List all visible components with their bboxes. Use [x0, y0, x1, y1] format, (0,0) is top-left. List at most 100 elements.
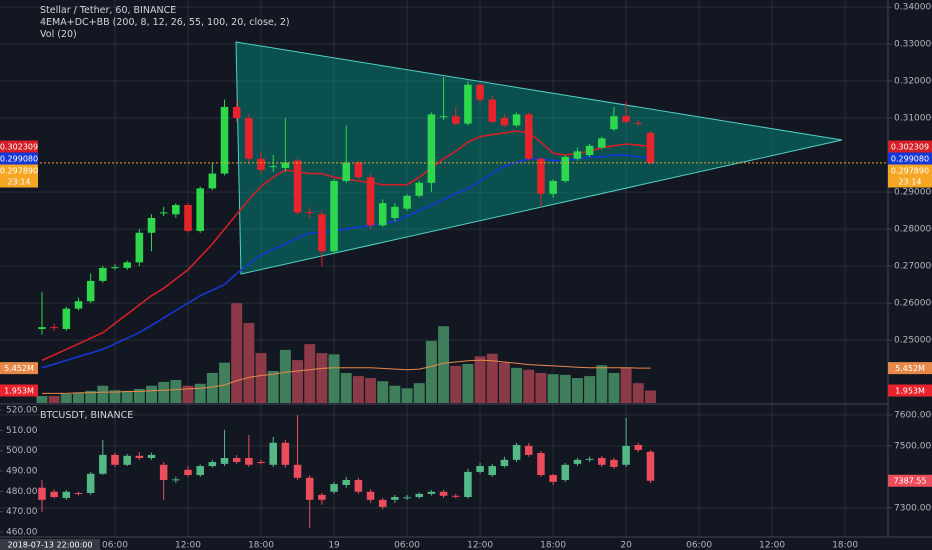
- candle-body: [99, 267, 107, 281]
- candle-body: [598, 138, 606, 148]
- candle-body: [281, 442, 290, 465]
- candle-body: [196, 188, 204, 231]
- candle-body: [561, 156, 570, 181]
- x-tick-label: 18:00: [832, 541, 858, 550]
- candle-body: [378, 499, 387, 507]
- candle-body: [561, 464, 570, 480]
- x-tick-label: 12:00: [467, 541, 493, 550]
- y-tick-label: 460.00: [6, 527, 38, 537]
- candle-body: [439, 116, 448, 118]
- price-label-box: [888, 140, 932, 153]
- candle-body: [135, 455, 144, 458]
- candle-body: [476, 466, 484, 472]
- volume-bar: [462, 363, 474, 403]
- candle-body: [38, 327, 46, 329]
- volume-bar: [389, 385, 401, 403]
- candle-body: [427, 491, 436, 494]
- candle-body: [86, 280, 95, 302]
- volume-bar: [559, 374, 571, 403]
- x-tick-label: 06:00: [102, 541, 128, 550]
- volume-label: 1.953M: [4, 387, 34, 396]
- y-tick-label: 510.00: [6, 426, 38, 436]
- volume-bar: [109, 390, 121, 403]
- candle-body: [74, 493, 83, 494]
- x-tick-label: 12:00: [759, 541, 785, 550]
- volume-bar: [584, 376, 596, 403]
- candle-body: [512, 114, 521, 126]
- candle-body: [257, 462, 265, 464]
- candle-body: [123, 455, 131, 465]
- candle-body: [172, 205, 180, 215]
- x-tick-label: 20: [620, 541, 632, 550]
- chart-title: Stellar / Tether, 60, BINANCE: [40, 5, 176, 16]
- candle-body: [74, 301, 83, 309]
- candle-body: [451, 116, 460, 124]
- candle-body: [269, 166, 277, 168]
- volume-bar: [401, 388, 413, 403]
- candle-body: [184, 469, 192, 476]
- candle-body: [318, 494, 326, 500]
- volume-bar: [36, 395, 48, 403]
- candle-body: [646, 451, 655, 481]
- volume-label-box: [0, 384, 38, 397]
- volume-bar: [60, 394, 72, 403]
- volume-bar: [425, 340, 437, 403]
- candle-body: [245, 118, 253, 159]
- candle-body: [464, 84, 472, 124]
- y-tick-label: 520.00: [6, 406, 38, 416]
- countdown-label-box: [0, 175, 38, 188]
- candle-body: [378, 203, 387, 226]
- candle-body: [415, 182, 424, 196]
- volume-bar: [292, 360, 304, 403]
- volume-bar: [48, 395, 60, 403]
- x-tick-label: 06:00: [394, 541, 420, 550]
- candle-body: [220, 106, 229, 174]
- countdown-label: 23:14: [7, 178, 30, 187]
- volume-bar: [523, 369, 535, 403]
- candle-body: [537, 453, 545, 476]
- candle-body: [196, 466, 204, 476]
- volume-bar: [498, 362, 510, 403]
- volume-bar: [596, 365, 608, 403]
- candle-body: [184, 205, 192, 231]
- candle-body: [646, 132, 655, 163]
- candle-body: [50, 491, 58, 498]
- candle-body: [281, 162, 290, 169]
- volume-bar: [620, 367, 632, 403]
- volume-bar: [170, 379, 182, 403]
- cursor-label: 2018-07-13 22:00:00: [8, 541, 93, 550]
- y-tick-label: 480.00: [6, 487, 38, 497]
- countdown-label: 23:14: [898, 178, 921, 187]
- price-label-box: [888, 164, 932, 177]
- candle-body: [354, 162, 363, 178]
- x-tick-label: 18:00: [540, 541, 566, 550]
- volume-label-box: [0, 362, 38, 375]
- candle-body: [305, 212, 314, 214]
- candle-body: [585, 145, 594, 156]
- volume-bar: [328, 354, 340, 403]
- candle-body: [537, 158, 545, 194]
- indicator-label: 4EMA+DC+BB (200, 8, 12, 26, 55, 100, 20,…: [40, 17, 290, 28]
- candle-body: [573, 459, 582, 464]
- marks: [0, 77, 888, 529]
- last-price-label: 7387.55: [893, 477, 926, 486]
- price-label: 0.302309: [891, 143, 929, 152]
- x-tick-label: 19: [328, 541, 340, 550]
- last-price-label-box: [888, 474, 932, 487]
- candle-body: [549, 475, 557, 482]
- volume-bar: [85, 390, 97, 403]
- x-tick-label: 18:00: [248, 541, 274, 550]
- candle-body: [245, 457, 253, 465]
- volume-ma-line: [42, 359, 651, 394]
- candle-body: [62, 491, 71, 498]
- candle-body: [500, 459, 509, 467]
- volume-bar: [377, 381, 389, 403]
- volume-bar: [511, 367, 523, 403]
- candle-body: [208, 462, 217, 467]
